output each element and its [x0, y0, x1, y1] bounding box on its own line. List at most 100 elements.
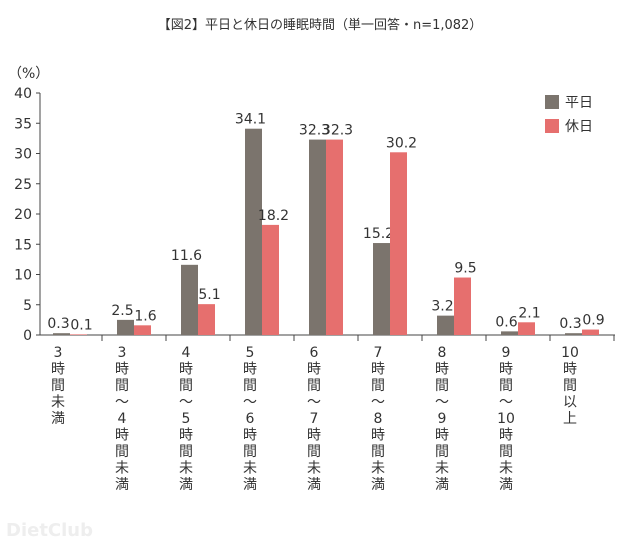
x-category-label: 満	[307, 477, 321, 493]
bar-holiday	[262, 224, 279, 335]
x-category-label: 時	[435, 362, 449, 378]
x-category-label: 5	[246, 345, 255, 361]
x-category-label: 10	[497, 411, 515, 427]
data-label: 1.6	[134, 308, 156, 324]
x-category-label: 間	[371, 378, 385, 394]
x-category-label: 時	[499, 428, 513, 444]
x-category-label: 間	[243, 378, 257, 394]
x-category-label: 未	[435, 461, 449, 477]
x-category-label: 間	[243, 444, 257, 460]
data-label: 32.3	[322, 123, 353, 139]
x-category-label: 間	[307, 378, 321, 394]
legend-label: 平日	[565, 95, 593, 111]
x-category-label: 9	[438, 411, 447, 427]
x-category-label: 未	[307, 461, 321, 477]
x-category-label: 〜	[179, 395, 193, 411]
x-category-label: 間	[435, 444, 449, 460]
x-category-label: 満	[499, 477, 513, 493]
x-category-label: 4	[182, 345, 191, 361]
y-tick-label: 15	[14, 237, 32, 253]
x-category-label: 時	[499, 362, 513, 378]
y-tick-label: 5	[23, 298, 32, 314]
x-category-label: 6	[310, 345, 319, 361]
data-label: 0.1	[70, 317, 92, 333]
x-category-label: 時	[179, 362, 193, 378]
data-label: 15.2	[363, 226, 394, 242]
x-category-label: 間	[371, 444, 385, 460]
data-label: 34.1	[235, 112, 266, 128]
x-category-label: 未	[243, 461, 257, 477]
x-category-label: 時	[115, 428, 129, 444]
x-category-label: 〜	[499, 395, 513, 411]
x-category-label: 満	[243, 477, 257, 493]
bar-holiday	[390, 152, 407, 335]
x-category-label: 〜	[435, 395, 449, 411]
data-label: 0.3	[559, 316, 581, 332]
x-category-label: 〜	[307, 395, 321, 411]
x-category-label: 〜	[243, 395, 257, 411]
legend-swatch	[545, 119, 559, 133]
x-category-label: 10	[561, 345, 579, 361]
x-category-label: 3	[118, 345, 127, 361]
y-tick-label: 10	[14, 268, 32, 284]
x-category-label: 時	[371, 428, 385, 444]
x-category-label: 時	[307, 362, 321, 378]
x-category-label: 満	[51, 411, 65, 427]
data-label: 0.9	[582, 313, 604, 329]
bar-holiday	[582, 329, 599, 335]
x-category-label: 以	[563, 395, 577, 411]
x-category-label: 未	[51, 395, 65, 411]
data-label: 30.2	[386, 135, 417, 151]
x-category-label: 時	[307, 428, 321, 444]
x-category-label: 間	[179, 378, 193, 394]
x-category-label: 間	[179, 444, 193, 460]
data-label: 32.3	[299, 123, 330, 139]
x-category-label: 8	[438, 345, 447, 361]
x-category-label: 8	[374, 411, 383, 427]
bar-weekday	[245, 128, 262, 335]
x-category-label: 〜	[371, 395, 385, 411]
bar-holiday	[518, 322, 535, 335]
x-category-label: 〜	[115, 395, 129, 411]
bar-holiday	[454, 277, 471, 335]
bar-weekday	[373, 243, 390, 335]
watermark: DietClub	[6, 520, 94, 541]
x-category-label: 間	[563, 378, 577, 394]
bar-holiday	[70, 334, 87, 335]
x-category-label: 間	[307, 444, 321, 460]
y-tick-label: 25	[14, 177, 32, 193]
bar-weekday	[437, 315, 454, 335]
x-category-label: 時	[179, 428, 193, 444]
bar-holiday	[134, 325, 151, 335]
x-category-label: 間	[115, 378, 129, 394]
x-category-label: 間	[499, 378, 513, 394]
data-label: 9.5	[454, 261, 476, 277]
x-category-label: 満	[371, 477, 385, 493]
bar-weekday	[565, 333, 582, 335]
x-category-label: 6	[246, 411, 255, 427]
x-category-label: 間	[499, 444, 513, 460]
data-label: 18.2	[258, 208, 289, 224]
x-category-label: 未	[179, 461, 193, 477]
data-label: 2.5	[111, 303, 133, 319]
x-category-label: 時	[115, 362, 129, 378]
x-category-label: 上	[563, 411, 577, 427]
legend-label: 休日	[565, 119, 593, 135]
x-category-label: 未	[499, 461, 513, 477]
x-category-label: 満	[435, 477, 449, 493]
x-category-label: 時	[371, 362, 385, 378]
x-category-label: 時	[243, 428, 257, 444]
y-tick-label: 40	[14, 86, 32, 102]
x-category-label: 3	[54, 345, 63, 361]
bar-weekday	[181, 264, 198, 335]
chart-title: 【図2】平日と休日の睡眠時間（単一回答・n=1,082）	[157, 18, 483, 33]
x-category-label: 時	[243, 362, 257, 378]
y-tick-label: 30	[14, 147, 32, 163]
bar-holiday	[326, 139, 343, 335]
legend-swatch	[545, 95, 559, 109]
x-category-label: 満	[179, 477, 193, 493]
x-category-label: 7	[374, 345, 383, 361]
data-label: 2.1	[518, 305, 540, 321]
x-category-label: 間	[435, 378, 449, 394]
